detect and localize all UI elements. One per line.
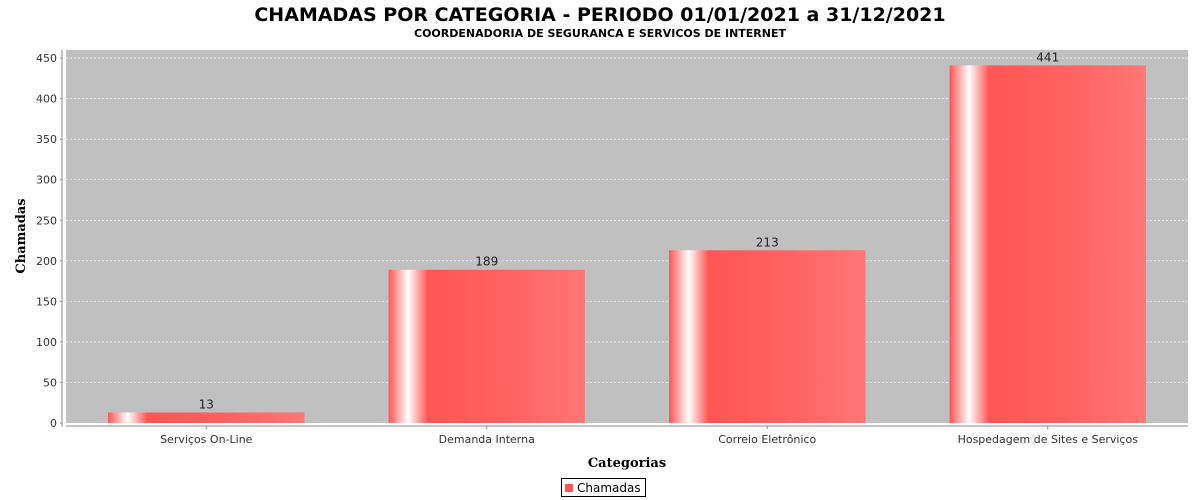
y-tick-label: 200	[36, 255, 57, 268]
y-tick-label: 0	[50, 417, 57, 430]
grid-lines	[66, 57, 1188, 383]
y-tick-label: 50	[43, 376, 57, 389]
x-tick-label: Demanda Interna	[439, 433, 535, 446]
bar	[669, 250, 866, 423]
value-labels: 13 189 213 441	[199, 50, 1060, 411]
y-tick-label: 100	[36, 336, 57, 349]
data-label: 213	[756, 235, 779, 249]
legend: Chamadas	[561, 478, 646, 497]
bar	[388, 269, 585, 423]
legend-label: Chamadas	[577, 480, 641, 495]
y-tick-label: 400	[36, 93, 57, 106]
data-label: 189	[475, 255, 498, 269]
x-tick-label: Correio Eletrônico	[718, 433, 816, 446]
y-tick-label: 300	[36, 174, 57, 187]
x-axis-label: Categorias	[588, 456, 666, 471]
y-tick-label: 150	[36, 295, 57, 308]
chart-subtitle: COORDENADORIA DE SEGURANCA E SERVICOS DE…	[414, 27, 786, 40]
legend-swatch	[565, 483, 573, 492]
y-tick-label: 350	[36, 133, 57, 146]
bar	[108, 412, 305, 423]
bar	[949, 65, 1146, 423]
x-tick-label: Hospedagem de Sites e Serviços	[958, 433, 1139, 446]
data-label: 441	[1036, 50, 1059, 64]
x-axis: Serviços On-Line Demanda Interna Correio E…	[66, 425, 1188, 446]
y-axis: 0 50 100 150 200 250 300 350 400 450	[36, 50, 63, 430]
data-label: 13	[199, 397, 214, 411]
y-tick-label: 450	[36, 52, 57, 65]
y-axis-label: Chamadas	[14, 198, 29, 273]
y-tick-label: 250	[36, 214, 57, 227]
chart-title: CHAMADAS POR CATEGORIA - PERIODO 01/01/2…	[254, 4, 945, 26]
x-tick-label: Serviços On-Line	[160, 433, 253, 446]
bars	[108, 65, 1146, 423]
